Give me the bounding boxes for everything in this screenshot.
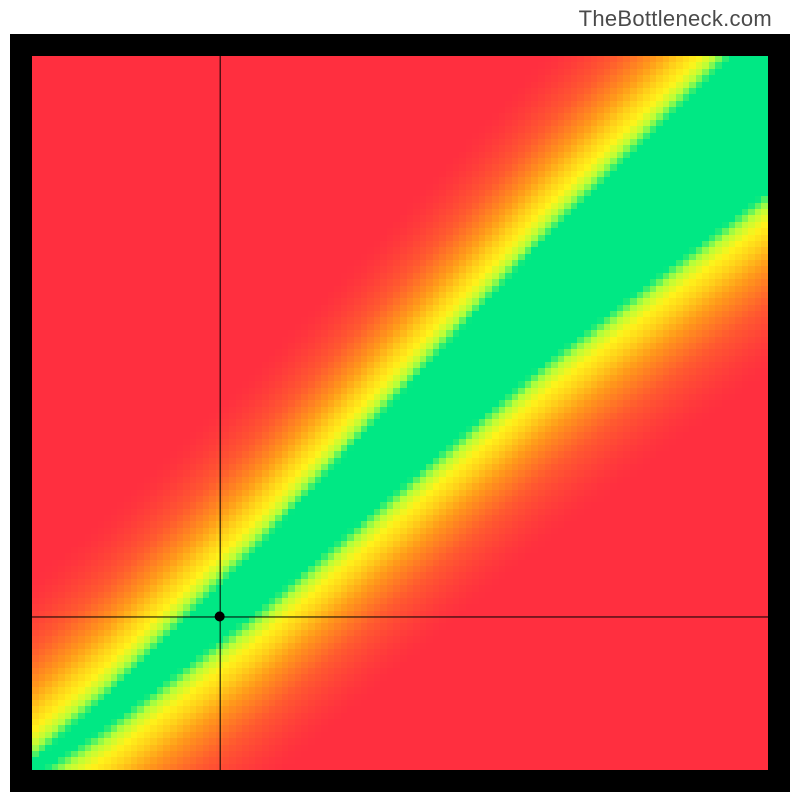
bottleneck-heatmap [10, 34, 790, 792]
heatmap-canvas [10, 34, 790, 792]
watermark-text: TheBottleneck.com [579, 6, 772, 32]
